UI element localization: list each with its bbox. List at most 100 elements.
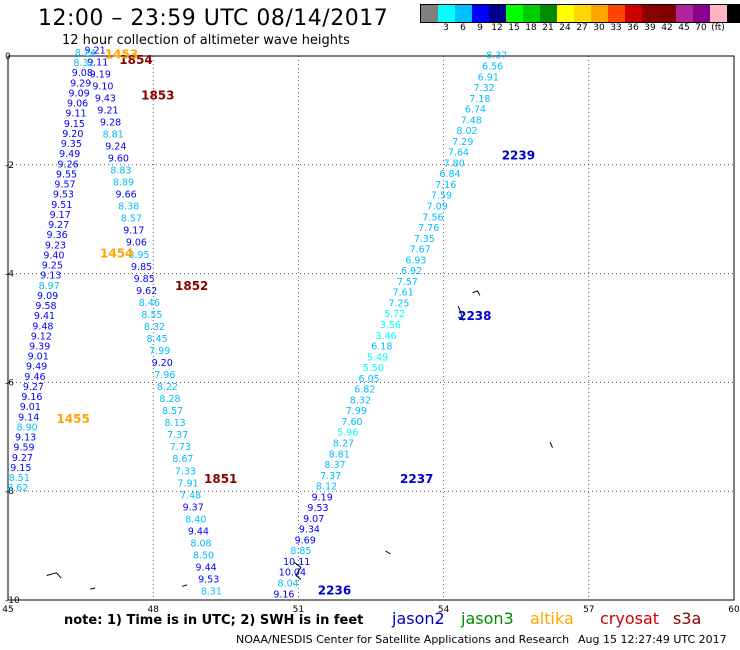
wave-height-label: 6.82 (354, 385, 375, 396)
wave-height-label: 5.72 (384, 309, 405, 320)
wave-height-label: 9.40 (43, 250, 64, 261)
wave-height-label: 3.56 (380, 320, 401, 331)
land-outline (90, 587, 96, 590)
colorbar-swatch (523, 5, 540, 22)
wave-height-label: 9.53 (53, 190, 74, 201)
wave-height-label: 7.64 (448, 148, 469, 159)
wave-height-label: 8.85 (290, 546, 311, 557)
wave-height-label: 9.37 (183, 502, 204, 513)
wave-height-label: 9.36 (47, 230, 68, 241)
colorbar-label: 12 (491, 23, 503, 33)
wave-height-label: 8.97 (39, 281, 60, 292)
wave-height-label: 8.62 (7, 483, 28, 494)
wave-height-label: 7.16 (435, 180, 456, 191)
colorbar-swatch (455, 5, 472, 22)
y-tick-label: -6 (5, 378, 14, 388)
wave-height-label: 8.32 (350, 395, 371, 406)
wave-height-label: 8.37 (324, 460, 345, 471)
wave-height-label: 9.07 (303, 514, 324, 525)
colorbar-label: 18 (525, 23, 537, 33)
pass-time-label: 2238 (458, 309, 491, 323)
colorbar-label: 30 (593, 23, 605, 33)
wave-height-label: 9.15 (64, 119, 85, 130)
wave-height-label: 7.32 (474, 83, 495, 94)
pass-time-label: 1854 (119, 53, 152, 67)
land-outline (46, 572, 62, 579)
wave-height-label: 7.37 (167, 430, 188, 441)
wave-height-label: 8.55 (141, 310, 162, 321)
x-tick-label: 48 (147, 605, 159, 615)
wave-height-label: 9.09 (37, 291, 58, 302)
wave-height-label: 9.15 (10, 463, 31, 474)
wave-height-label: 7.59 (431, 191, 452, 202)
wave-height-label: 8.57 (162, 406, 183, 417)
wave-height-label: 7.48 (461, 115, 482, 126)
legend-s3a: s3a (673, 609, 702, 628)
wave-height-label: 10.11 (283, 557, 310, 568)
wave-height-label: 9.34 (299, 525, 320, 536)
wave-height-label: 9.25 (42, 261, 63, 272)
colorbar-label: 6 (460, 23, 466, 33)
wave-height-label: 9.58 (35, 301, 56, 312)
wave-height-label: 9.13 (40, 271, 61, 282)
pass-time-label: 2236 (318, 584, 351, 598)
wave-height-label: 9.27 (48, 220, 69, 231)
wave-height-label: 8.22 (157, 382, 178, 393)
wave-height-label: 9.57 (54, 180, 75, 191)
wave-height-label: 7.96 (154, 370, 175, 381)
wave-height-label: 8.45 (147, 334, 168, 345)
wave-height-label: 9.49 (26, 362, 47, 373)
wave-height-label: 8.32 (144, 322, 165, 333)
wave-height-label: 8.50 (193, 551, 214, 562)
wave-height-label: 9.14 (18, 412, 39, 423)
wave-height-label: 6.84 (439, 169, 460, 180)
pass-time-label: 2237 (400, 472, 433, 486)
wave-height-label: 9.62 (136, 286, 157, 297)
wave-height-label: 9.66 (116, 190, 137, 201)
wave-height-label: 7.56 (422, 212, 443, 223)
legend-jason2: jason2 (392, 609, 445, 628)
colorbar-label: 33 (610, 23, 622, 33)
colorbar-label: 3 (443, 23, 449, 33)
wave-height-label: 9.44 (196, 563, 217, 574)
wave-height-label: 9.35 (61, 139, 82, 150)
pass-time-label: 1455 (56, 412, 89, 426)
land-outline (385, 550, 391, 555)
colorbar-label: 45 (678, 23, 690, 33)
wave-height-label: 9.06 (126, 238, 147, 249)
x-tick-label: 57 (583, 605, 594, 615)
wave-height-label: 9.17 (50, 210, 71, 221)
land-outline (549, 442, 553, 448)
wave-height-label: 9.29 (70, 78, 91, 89)
wave-height-label: 6.05 (359, 374, 380, 385)
colorbar-label: 21 (542, 23, 554, 33)
colorbar-swatch (642, 5, 659, 22)
wave-height-label: 9.12 (31, 331, 52, 342)
wave-height-label: 9.53 (307, 503, 328, 514)
wave-height-label: 9.49 (59, 149, 80, 160)
wave-height-label: 9.01 (20, 402, 41, 413)
colorbar-swatch (676, 5, 693, 22)
wave-height-label: 9.23 (45, 240, 66, 251)
colorbar-swatch (608, 5, 625, 22)
wave-height-label: 9.85 (131, 262, 152, 273)
wave-height-label: 9.16 (273, 589, 294, 600)
plot-frame (7, 55, 735, 601)
y-tick-label: -8 (5, 487, 14, 497)
legend-jason3: jason3 (461, 609, 514, 628)
footer-credit: NOAA/NESDIS Center for Satellite Applica… (236, 633, 570, 646)
wave-height-label: 7.67 (410, 245, 431, 256)
footer-timestamp: Aug 15 12:27:49 UTC 2017 (578, 633, 727, 646)
wave-height-label: 7.29 (452, 137, 473, 148)
wave-height-label: 3.46 (376, 331, 397, 342)
wave-height-label: 7.48 (180, 490, 201, 501)
pass-time-label: 1851 (204, 472, 237, 486)
colorbar-swatch (540, 5, 557, 22)
wave-height-label: 5.50 (363, 363, 384, 374)
wave-height-label: 7.80 (444, 158, 465, 169)
colorbar-swatch (472, 5, 489, 22)
colorbar-label: 27 (576, 23, 588, 33)
colorbar-label: (ft) (711, 23, 725, 33)
legend-cryosat: cryosat (600, 609, 660, 628)
